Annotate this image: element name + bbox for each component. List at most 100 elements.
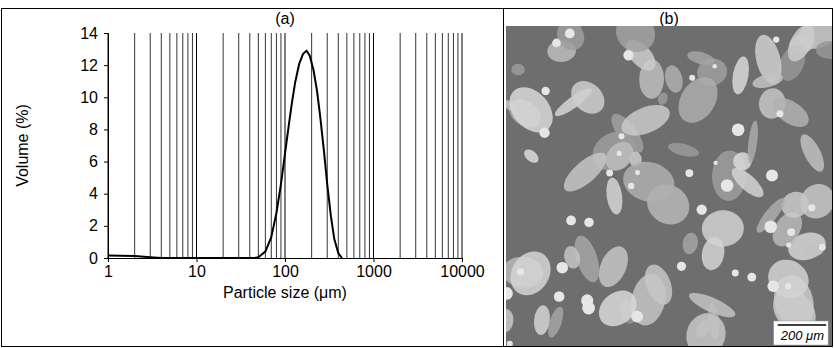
minor-grid-line bbox=[448, 33, 449, 258]
particle bbox=[511, 64, 525, 76]
particle bbox=[776, 110, 783, 117]
particle bbox=[566, 216, 576, 226]
tick: 1 bbox=[104, 258, 113, 280]
minor-grid-line bbox=[150, 33, 151, 258]
particle bbox=[541, 87, 549, 95]
tick-label: 1 bbox=[104, 263, 113, 280]
minor-grid-line bbox=[169, 33, 170, 258]
particle bbox=[747, 273, 756, 282]
tick: 14 bbox=[80, 25, 108, 42]
minor-grid-line bbox=[258, 33, 259, 258]
particle bbox=[764, 220, 777, 233]
particle bbox=[681, 231, 700, 255]
tick: 10 bbox=[80, 89, 108, 106]
particle bbox=[786, 242, 791, 247]
particle bbox=[689, 75, 695, 81]
particle bbox=[712, 64, 717, 69]
particle bbox=[506, 79, 561, 141]
particle bbox=[565, 29, 575, 39]
tick-mark bbox=[104, 33, 108, 34]
particle bbox=[727, 163, 767, 202]
particle bbox=[732, 269, 739, 276]
particle bbox=[667, 140, 701, 159]
particle bbox=[768, 92, 814, 132]
tick-mark bbox=[104, 194, 108, 195]
grid-line bbox=[462, 33, 463, 258]
tick-label: 12 bbox=[80, 57, 98, 74]
tick-label: 14 bbox=[80, 25, 98, 42]
tick-label: 0 bbox=[89, 250, 98, 267]
tick-label: 8 bbox=[89, 121, 98, 138]
panel-title: (b) bbox=[659, 10, 679, 27]
figure-frame bbox=[2, 9, 833, 347]
scale-bar-box bbox=[774, 321, 828, 345]
particle bbox=[554, 291, 565, 302]
x-axis-title: Particle size (μm) bbox=[223, 284, 347, 301]
particle bbox=[732, 123, 745, 136]
tick-label: 6 bbox=[89, 153, 98, 170]
particle bbox=[545, 305, 566, 339]
minor-grid-line bbox=[364, 33, 365, 258]
tick: 4 bbox=[89, 185, 108, 202]
particle bbox=[557, 262, 569, 274]
particle bbox=[681, 308, 731, 346]
tick-label: 10 bbox=[80, 89, 98, 106]
minor-grid-line bbox=[238, 33, 239, 258]
particle bbox=[746, 120, 760, 164]
particle bbox=[785, 283, 791, 289]
particle bbox=[796, 131, 829, 175]
grid-line bbox=[373, 33, 374, 258]
particle bbox=[753, 195, 789, 236]
minor-grid-line bbox=[249, 33, 250, 258]
tick-label: 100 bbox=[272, 263, 299, 280]
y-axis: 0 2 4 6 8 10 12 14 bbox=[80, 25, 108, 267]
grid-line bbox=[196, 33, 197, 258]
panel-divider bbox=[503, 9, 504, 347]
tick-mark bbox=[374, 258, 375, 262]
particle bbox=[584, 218, 594, 228]
figure: (a)11010010001000002468101214Particle si… bbox=[0, 0, 834, 348]
minor-grid-line bbox=[400, 33, 401, 258]
particle bbox=[819, 244, 826, 251]
particle bbox=[517, 268, 524, 275]
minor-grid-line bbox=[265, 33, 266, 258]
particle bbox=[606, 169, 613, 176]
tick: 8 bbox=[89, 121, 108, 138]
tick-label: 10 bbox=[188, 263, 206, 280]
tick-mark bbox=[462, 258, 463, 262]
minor-grid-line bbox=[161, 33, 162, 258]
minor-grid-line bbox=[271, 33, 272, 258]
particle bbox=[635, 170, 640, 175]
particle bbox=[721, 179, 734, 192]
minor-grid-line bbox=[435, 33, 436, 258]
particle bbox=[787, 228, 795, 236]
axis-line bbox=[104, 34, 109, 259]
micrograph-background bbox=[506, 26, 832, 346]
particle bbox=[623, 50, 633, 60]
minor-grid-line bbox=[276, 33, 277, 258]
tick-mark bbox=[285, 258, 286, 262]
minor-grid-line bbox=[338, 33, 339, 258]
minor-grid-line bbox=[176, 33, 177, 258]
tick: 2 bbox=[89, 217, 108, 234]
particle bbox=[713, 161, 717, 165]
particle bbox=[619, 157, 679, 208]
particle bbox=[507, 341, 513, 346]
particle bbox=[552, 26, 590, 55]
particle bbox=[685, 169, 693, 177]
tick: 0 bbox=[89, 250, 108, 267]
particle bbox=[522, 147, 542, 166]
minor-grid-line bbox=[442, 33, 443, 258]
tick: 10 bbox=[188, 258, 206, 280]
particle bbox=[773, 36, 779, 42]
distribution-line bbox=[108, 51, 342, 258]
particle bbox=[628, 183, 634, 189]
particle bbox=[782, 26, 820, 66]
tick: 1000 bbox=[356, 258, 392, 280]
minor-grid-line bbox=[223, 33, 224, 258]
tick-mark bbox=[104, 97, 108, 98]
particle bbox=[618, 133, 624, 139]
particle bbox=[816, 41, 832, 60]
minor-grid-line bbox=[359, 33, 360, 258]
y-axis-title: Volume (%) bbox=[14, 104, 31, 187]
